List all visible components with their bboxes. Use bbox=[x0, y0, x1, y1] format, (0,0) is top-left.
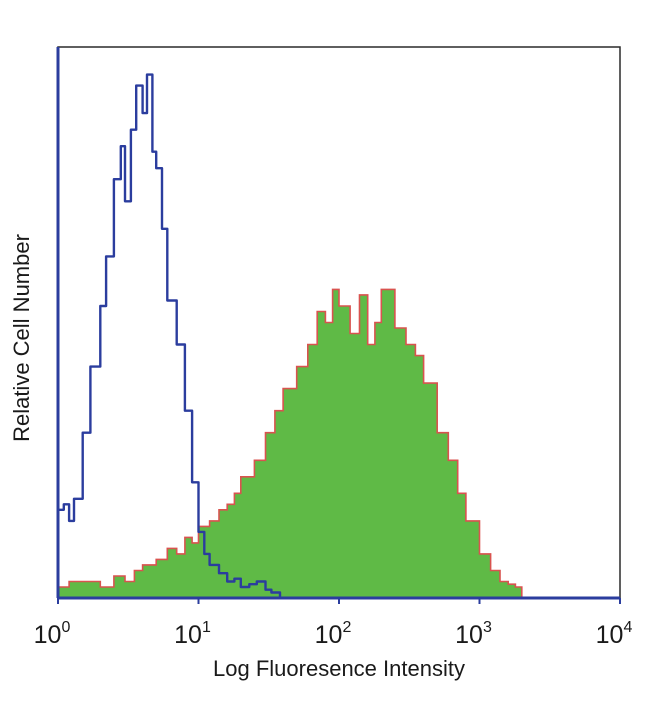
x-tick-label-1: 101 bbox=[174, 619, 211, 649]
x-tick-label-2: 102 bbox=[315, 619, 352, 649]
series-layer bbox=[58, 73, 523, 598]
series-1-edge bbox=[58, 288, 523, 598]
y-axis-label: Relative Cell Number bbox=[9, 234, 34, 442]
series-1-fill bbox=[58, 289, 522, 598]
series-0-line bbox=[58, 73, 282, 598]
x-tick-label-4: 104 bbox=[596, 619, 633, 649]
x-tick-label-3: 103 bbox=[455, 619, 492, 649]
x-axis-label: Log Fluoresence Intensity bbox=[213, 656, 465, 681]
x-tick-label-0: 100 bbox=[34, 619, 71, 649]
x-tick-layer: 100 101 102 103 104 bbox=[34, 598, 633, 649]
